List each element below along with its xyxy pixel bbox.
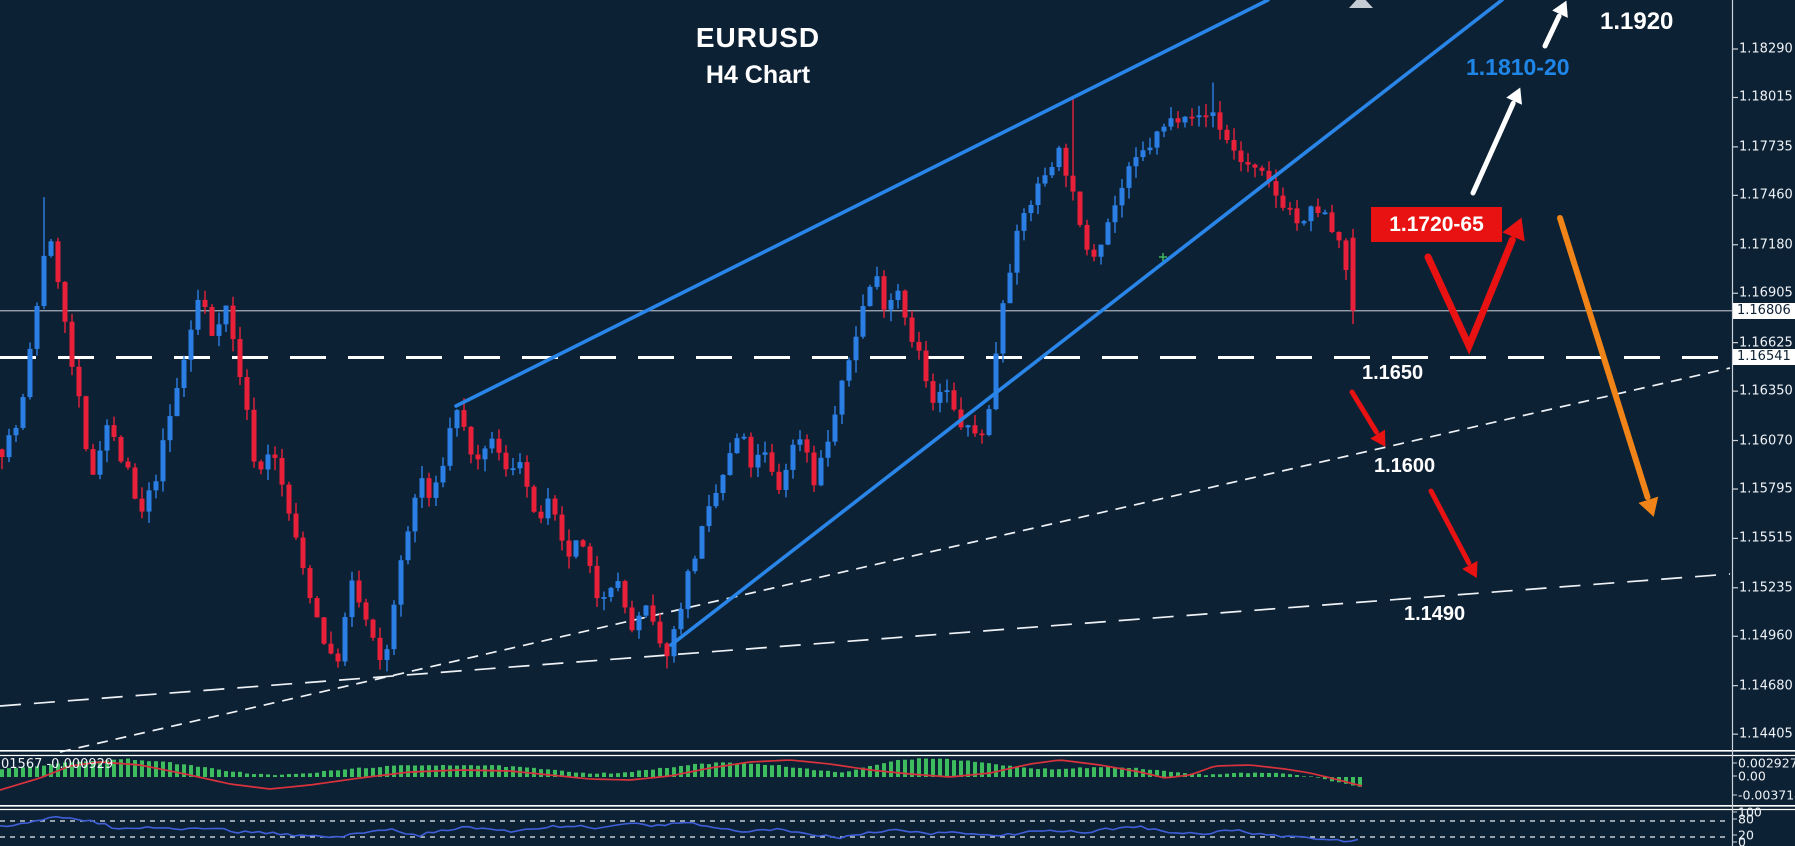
current-price-box: 1.16806 bbox=[1733, 302, 1795, 319]
price-axis-label: 1.18015 bbox=[1739, 89, 1793, 105]
price-axis-label: 1.14680 bbox=[1739, 678, 1793, 694]
crosshair-plus-marker bbox=[1159, 253, 1167, 261]
price-axis-label: 1.16070 bbox=[1739, 433, 1793, 449]
annotation-level-1-1490: 1.1490 bbox=[1404, 603, 1466, 625]
price-axis-label: 1.15235 bbox=[1739, 580, 1793, 596]
support-trendline-shallow[interactable] bbox=[0, 573, 1731, 707]
symbol-title: EURUSD bbox=[695, 22, 821, 53]
price-axis-label: 1.16625 bbox=[1739, 335, 1793, 351]
support-trendline-steep[interactable] bbox=[59, 367, 1731, 753]
macd-readout: 01567 -0.000929 bbox=[1, 757, 114, 772]
price-axis-label: 1.17180 bbox=[1739, 237, 1793, 253]
white-arrow-mid bbox=[1470, 87, 1522, 196]
price-axis-label: 1.15515 bbox=[1739, 530, 1793, 546]
indicator-scale-label: 20 bbox=[1738, 827, 1754, 843]
red-arrow-to-1490 bbox=[1428, 488, 1478, 579]
indicator-scale-label: 80 bbox=[1738, 811, 1754, 827]
indicator-scale-label: -0.003714 bbox=[1738, 787, 1795, 803]
annotation-supply-box-1-1720-65: 1.1720-65 bbox=[1371, 207, 1502, 242]
indicator-scale-label: 100 bbox=[1738, 804, 1762, 820]
indicator-scale-label: 0.002927 bbox=[1738, 755, 1795, 771]
clipped-white-arrow-tip bbox=[1349, 0, 1373, 8]
wedge-lower-line[interactable] bbox=[669, 0, 1504, 647]
timeframe-title: H4 Chart bbox=[705, 61, 811, 89]
indicator-scale-label: 0.00 bbox=[1738, 768, 1766, 784]
annotation-level-1-1650: 1.1650 bbox=[1362, 362, 1424, 384]
price-axis-label: 1.15795 bbox=[1739, 481, 1793, 497]
red-arrow-to-1600 bbox=[1349, 389, 1386, 447]
candlestick-series bbox=[0, 82, 1356, 672]
price-axis-label: 1.14405 bbox=[1739, 726, 1793, 742]
level-price-box: 1.16541 bbox=[1733, 349, 1795, 366]
annotation-zone-1-1810-20: 1.1810-20 bbox=[1466, 54, 1570, 80]
wedge-upper-line[interactable] bbox=[454, 0, 1270, 408]
stochastic-line bbox=[0, 815, 1359, 843]
price-axis-label: 1.16350 bbox=[1739, 383, 1793, 399]
annotation-target-1-1920: 1.1920 bbox=[1600, 8, 1674, 35]
annotation-level-1-1600: 1.1600 bbox=[1374, 455, 1436, 477]
price-axis-label: 1.14960 bbox=[1739, 628, 1793, 644]
chart-title: EURUSD H4 Chart bbox=[696, 24, 820, 88]
price-axis-label: 1.18290 bbox=[1739, 41, 1793, 57]
red-zigzag-arrow bbox=[1424, 217, 1525, 355]
indicator-scale-label: 0 bbox=[1738, 834, 1746, 846]
price-axis-label: 1.16905 bbox=[1739, 285, 1793, 301]
macd-signal-line bbox=[0, 759, 1363, 791]
price-axis-label: 1.17735 bbox=[1739, 139, 1793, 155]
white-arrow-top bbox=[1542, 0, 1568, 49]
supply-box-label: 1.1720-65 bbox=[1389, 212, 1484, 236]
price-axis-label: 1.17460 bbox=[1739, 187, 1793, 203]
orange-arrow-down bbox=[1557, 215, 1659, 517]
